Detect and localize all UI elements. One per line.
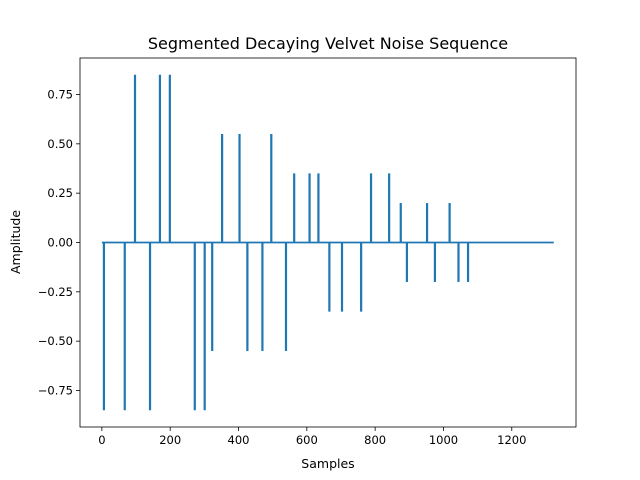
- y-tick-label-5: 0.50: [47, 137, 73, 151]
- x-tick-label-1: 200: [159, 433, 181, 447]
- x-tick-label-0: 0: [98, 433, 105, 447]
- x-tick-label-3: 600: [296, 433, 318, 447]
- chart-title: Segmented Decaying Velvet Noise Sequence: [148, 34, 508, 53]
- y-tick-label-1: −0.50: [38, 334, 73, 348]
- y-axis-label: Amplitude: [8, 210, 23, 274]
- y-tick-label-0: −0.75: [38, 383, 73, 397]
- x-tick-label-4: 800: [364, 433, 386, 447]
- x-tick-label-2: 400: [228, 433, 250, 447]
- y-tick-label-6: 0.75: [47, 88, 73, 102]
- y-tick-label-2: −0.25: [38, 285, 73, 299]
- impulse-stems: [102, 74, 470, 411]
- x-tick-label-6: 1200: [497, 433, 526, 447]
- y-tick-label-4: 0.25: [47, 186, 73, 200]
- x-tick-label-5: 1000: [429, 433, 458, 447]
- x-axis-label: Samples: [301, 456, 354, 471]
- x-axis-ticks: 0 200 400 600 800 1000 1200: [98, 427, 526, 447]
- y-tick-label-3: 0.00: [47, 236, 73, 250]
- y-axis-ticks: −0.75 −0.50 −0.25 0.00 0.25 0.50 0.75: [38, 88, 80, 397]
